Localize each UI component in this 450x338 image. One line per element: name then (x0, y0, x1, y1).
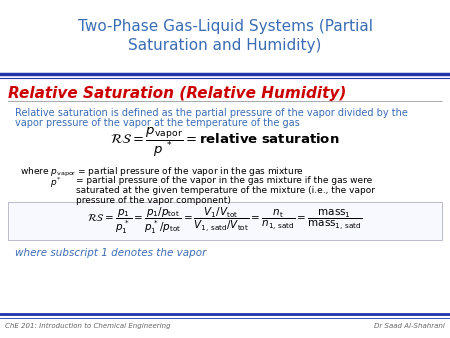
Text: saturated at the given temperature of the mixture (i.e., the vapor: saturated at the given temperature of th… (76, 186, 375, 195)
Text: vapor pressure of the vapor at the temperature of the gas: vapor pressure of the vapor at the tempe… (15, 118, 300, 128)
Text: = partial pressure of the vapor in the gas mixture if the gas were: = partial pressure of the vapor in the g… (76, 176, 372, 185)
Text: Dr Saad Al-Shahrani: Dr Saad Al-Shahrani (374, 323, 445, 329)
Text: where $p_{\mathrm{vapor}}$ = partial pressure of the vapor in the gas mixture: where $p_{\mathrm{vapor}}$ = partial pre… (20, 166, 304, 179)
Text: Relative saturation is defined as the partial pressure of the vapor divided by t: Relative saturation is defined as the pa… (15, 108, 408, 118)
Text: ChE 201: Introduction to Chemical Engineering: ChE 201: Introduction to Chemical Engine… (5, 323, 171, 329)
Text: where subscript 1 denotes the vapor: where subscript 1 denotes the vapor (15, 248, 207, 258)
Text: Two-Phase Gas-Liquid Systems (Partial
Saturation and Humidity): Two-Phase Gas-Liquid Systems (Partial Sa… (77, 19, 373, 53)
Text: pressure of the vapor component): pressure of the vapor component) (76, 196, 231, 205)
Text: Relative Saturation (Relative Humidity): Relative Saturation (Relative Humidity) (8, 86, 346, 101)
Bar (8, 202, 442, 240)
Text: $\mathcal{RS} = \dfrac{p_{\mathrm{vapor}}}{p^{\,*}} = \mathbf{relative\ saturati: $\mathcal{RS} = \dfrac{p_{\mathrm{vapor}… (110, 125, 340, 159)
Text: $\mathcal{RS} = \dfrac{p_1}{p_1^{\,*}} = \dfrac{p_1/p_{\mathrm{tot}}}{p_1^{\,*}/: $\mathcal{RS} = \dfrac{p_1}{p_1^{\,*}} =… (87, 206, 363, 236)
Bar (0, 76, 450, 316)
Bar (0, 0, 450, 72)
Text: $p^{*}$: $p^{*}$ (50, 176, 61, 190)
